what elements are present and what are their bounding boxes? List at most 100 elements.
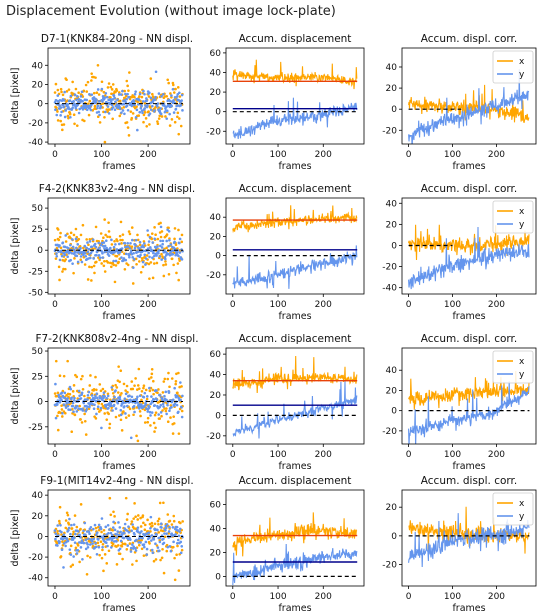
scatter-point (100, 402, 104, 406)
panel-title: D7-1(KNK84-20ng - NN displ. (41, 33, 193, 45)
scatter-point (172, 519, 176, 523)
scatter-point (175, 95, 179, 98)
scatter-point (54, 257, 58, 260)
x-tick-label: 0 (230, 150, 236, 160)
scatter-point (101, 256, 105, 259)
scatter-point (74, 373, 77, 377)
series-y-points (53, 225, 184, 269)
scatter-point (131, 387, 135, 391)
x-axis-label: frames (278, 311, 311, 322)
scatter-point (82, 529, 85, 533)
scatter-point (64, 258, 68, 261)
series-y-line (408, 381, 530, 444)
scatter-point (94, 417, 98, 420)
scatter-point (88, 237, 92, 241)
scatter-point (153, 430, 156, 433)
scatter-point (90, 245, 94, 249)
scatter-point (99, 527, 103, 531)
x-axis-label: frames (452, 461, 485, 472)
series-x-line (408, 84, 530, 123)
scatter-point (114, 415, 118, 419)
scatter-point (128, 247, 132, 250)
scatter-point (133, 533, 136, 536)
scatter-point (122, 531, 126, 535)
scatter-point (129, 241, 132, 245)
scatter-point (176, 247, 179, 250)
scatter-point (177, 569, 181, 572)
scatter-point (160, 230, 164, 233)
scatter-point (180, 233, 184, 237)
x-tick-label: 200 (140, 150, 157, 160)
scatter-point (71, 80, 74, 84)
scatter-point (67, 529, 70, 532)
legend-label-y: y (519, 220, 525, 230)
scatter-point (88, 93, 91, 96)
scatter-point (148, 123, 151, 126)
scatter-point (64, 109, 68, 112)
scatter-point (101, 100, 104, 103)
scatter-point (56, 529, 59, 533)
scatter-point (146, 420, 150, 424)
scatter-point (132, 404, 136, 408)
scatter-point (68, 537, 71, 541)
scatter-point (165, 549, 169, 553)
scatter-point (73, 250, 77, 254)
scatter-point (158, 540, 162, 544)
scatter-point (83, 521, 87, 525)
scatter-point (53, 392, 57, 395)
series-y-points (53, 381, 184, 440)
scatter-point (166, 545, 170, 549)
scatter-point (148, 386, 151, 390)
scatter-point (131, 256, 134, 259)
scatter-point (94, 526, 98, 530)
scatter-point (85, 407, 89, 411)
scatter-point (134, 116, 138, 119)
scatter-point (150, 521, 154, 525)
scatter-point (118, 107, 122, 111)
scatter-point (164, 390, 168, 394)
scatter-point (122, 536, 126, 540)
scatter-point (164, 115, 167, 118)
scatter-point (67, 116, 70, 120)
scatter-point (136, 528, 139, 532)
y-tick-label: -20 (382, 263, 397, 273)
legend-label-x: x (519, 499, 525, 509)
y-tick-label: -40 (382, 284, 397, 294)
y-tick-label: -20 (382, 427, 397, 437)
scatter-point (105, 541, 108, 544)
scatter-point (102, 391, 106, 394)
scatter-point (81, 99, 84, 103)
axes-frame (47, 47, 191, 145)
scatter-point (82, 401, 86, 405)
scatter-point (144, 263, 147, 266)
y-tick-label: 40 (210, 68, 222, 78)
scatter-point (88, 556, 92, 559)
scatter-point (166, 403, 169, 407)
scatter-point (163, 407, 166, 410)
scatter-point (64, 544, 67, 548)
scatter-point (106, 392, 110, 396)
scatter-point (136, 526, 140, 529)
scatter-point (103, 94, 107, 97)
scatter-point (178, 91, 181, 95)
scatter-point (88, 402, 92, 406)
scatter-point (150, 534, 154, 537)
scatter-point (144, 403, 148, 406)
scatter-point (55, 113, 59, 117)
scatter-point (147, 240, 151, 243)
scatter-point (147, 262, 151, 266)
scatter-point (163, 394, 166, 398)
scatter-point (149, 402, 153, 406)
scatter-point (90, 79, 93, 82)
scatter-point (148, 91, 151, 95)
scatter-point (142, 386, 145, 390)
scatter-point (59, 396, 62, 400)
series-x-line (232, 512, 358, 557)
scatter-point (96, 405, 100, 409)
scatter-point (89, 374, 92, 377)
scatter-point (154, 70, 158, 74)
scatter-point (139, 253, 142, 257)
scatter-point (168, 519, 172, 523)
scatter-point (111, 398, 115, 402)
scatter-point (58, 258, 62, 262)
